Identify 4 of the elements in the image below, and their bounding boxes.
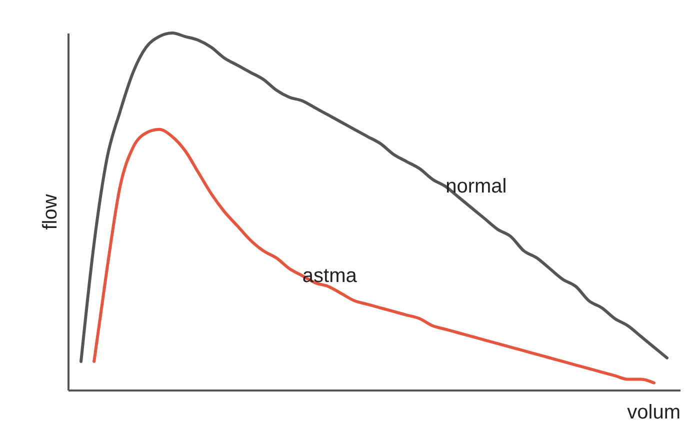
series-label: astma (302, 264, 358, 287)
x-axis-title: volum (627, 402, 680, 424)
y-axis-title: flow (40, 194, 62, 230)
series-label: normal (446, 176, 507, 198)
